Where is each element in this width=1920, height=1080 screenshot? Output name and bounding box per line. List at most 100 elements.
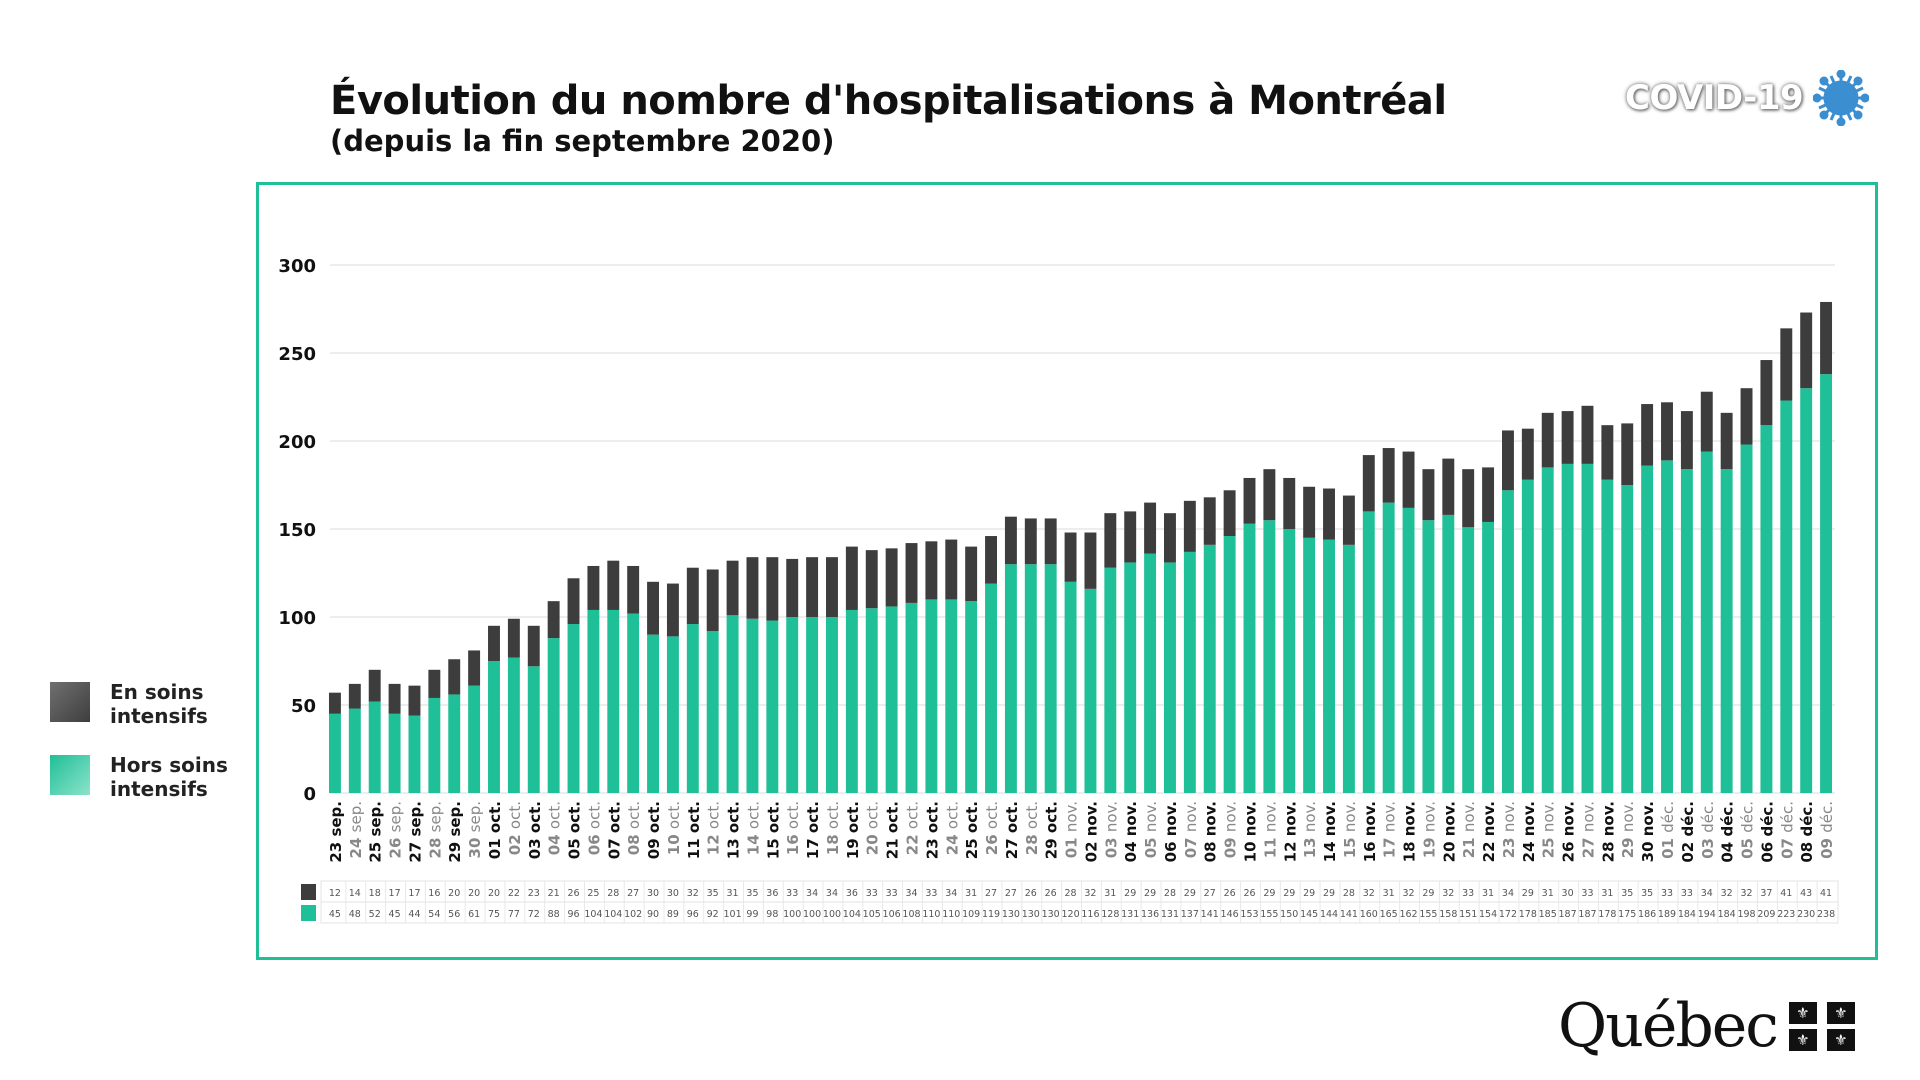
- x-tick-label: 25 oct.: [963, 801, 981, 859]
- bar-non-icu: [1581, 463, 1594, 793]
- x-tick-label: 12 oct.: [705, 801, 723, 855]
- x-tick-label: 15 oct.: [764, 801, 782, 859]
- bar-non-icu: [1760, 425, 1773, 793]
- x-tick-label: 08 oct.: [625, 801, 643, 855]
- table-cell-non-icu: 116: [1081, 909, 1099, 920]
- table-cell-icu: 34: [806, 888, 818, 899]
- bar-non-icu: [607, 609, 620, 793]
- bar-icu: [348, 683, 361, 709]
- bar-non-icu: [1024, 564, 1037, 793]
- bar-icu: [328, 692, 341, 714]
- table-cell-non-icu: 45: [389, 909, 401, 920]
- x-tick-label: 28 oct.: [1023, 801, 1041, 855]
- bar-non-icu: [627, 613, 640, 793]
- table-cell-icu: 29: [1144, 888, 1156, 899]
- table-cell-icu: 29: [1263, 888, 1275, 899]
- table-cell-icu: 20: [488, 888, 500, 899]
- table-cell-non-icu: 119: [982, 909, 1000, 920]
- chart-frame: [256, 182, 1878, 960]
- legend-item-non-icu: Hors soins intensifs: [50, 753, 270, 801]
- table-cell-icu: 14: [349, 888, 361, 899]
- covid-badge: COVID-19: [1625, 70, 1870, 126]
- bar-icu: [985, 536, 997, 584]
- bar-non-icu: [945, 599, 958, 793]
- bar-icu: [1263, 469, 1276, 521]
- table-cell-icu: 18: [369, 888, 381, 899]
- bar-icu: [1541, 412, 1554, 468]
- bar-non-icu: [925, 599, 938, 793]
- x-tick-label: 26 oct.: [983, 801, 1001, 855]
- x-tick-label: 21 oct.: [884, 801, 902, 859]
- x-tick-label: 14 oct.: [744, 801, 762, 855]
- bar-non-icu: [1482, 521, 1495, 793]
- bar-icu: [1621, 423, 1634, 485]
- x-tick-label: 01 déc.: [1659, 801, 1677, 859]
- table-cell-icu: 26: [1025, 888, 1037, 899]
- bar-non-icu: [1124, 562, 1137, 793]
- bar-icu: [1283, 477, 1296, 529]
- table-cell-non-icu: 96: [687, 909, 699, 920]
- table-cell-non-icu: 131: [1121, 909, 1139, 920]
- table-cell-non-icu: 146: [1221, 909, 1239, 920]
- table-cell-icu: 16: [428, 888, 440, 899]
- bar-non-icu: [1044, 564, 1057, 793]
- table-cell-non-icu: 61: [468, 909, 480, 920]
- bar-non-icu: [1263, 520, 1276, 793]
- bar-non-icu: [1164, 562, 1176, 793]
- table-cell-non-icu: 88: [548, 909, 560, 920]
- bar-non-icu: [1780, 400, 1793, 793]
- bar-non-icu: [1820, 374, 1833, 793]
- table-cell-icu: 33: [886, 888, 898, 899]
- table-cell-non-icu: 100: [823, 909, 841, 920]
- x-tick-label: 09 nov.: [1222, 801, 1240, 858]
- bar-non-icu: [1700, 451, 1713, 793]
- quebec-logo-text: Québec: [1558, 991, 1779, 1061]
- table-cell-icu: 29: [1303, 888, 1315, 899]
- bar-icu: [1402, 451, 1415, 508]
- bar-icu: [627, 565, 640, 614]
- bar-icu: [527, 625, 540, 667]
- x-tick-label: 18 nov.: [1401, 801, 1419, 862]
- legend-label-icu-2: intensifs: [110, 704, 208, 728]
- x-tick-label: 04 déc.: [1719, 801, 1737, 863]
- table-cell-icu: 31: [1542, 888, 1554, 899]
- bar-non-icu: [1462, 527, 1475, 793]
- bar-non-icu: [468, 685, 481, 793]
- table-cell-non-icu: 187: [1578, 909, 1596, 920]
- x-tick-label: 28 sep.: [426, 801, 444, 858]
- table-cell-non-icu: 101: [724, 909, 742, 920]
- table-cell-non-icu: 158: [1439, 909, 1457, 920]
- table-cell-non-icu: 230: [1797, 909, 1815, 920]
- x-tick-label: 24 sep.: [347, 801, 365, 858]
- bar-non-icu: [1323, 539, 1335, 793]
- table-cell-icu: 32: [1402, 888, 1414, 899]
- table-cell-icu: 32: [1442, 888, 1454, 899]
- table-cell-icu: 26: [567, 888, 579, 899]
- bar-icu: [1164, 513, 1176, 563]
- table-cell-non-icu: 52: [369, 909, 381, 920]
- table-cell-non-icu: 130: [1042, 909, 1060, 920]
- x-tick-label: 01 oct.: [486, 801, 504, 859]
- x-tick-label: 29 oct.: [1043, 801, 1061, 859]
- table-cell-non-icu: 120: [1061, 909, 1079, 920]
- table-cell-icu: 34: [826, 888, 838, 899]
- bar-icu: [1641, 404, 1654, 466]
- table-cell-non-icu: 98: [766, 909, 778, 920]
- bar-non-icu: [1541, 467, 1554, 793]
- table-cell-icu: 28: [1343, 888, 1355, 899]
- table-cell-icu: 17: [408, 888, 420, 899]
- bar-non-icu: [1183, 551, 1196, 793]
- table-cell-icu: 12: [329, 888, 341, 899]
- bar-non-icu: [547, 638, 560, 793]
- table-cell-non-icu: 104: [843, 909, 861, 920]
- x-tick-label: 15 nov.: [1341, 801, 1359, 858]
- bar-non-icu: [1303, 537, 1316, 793]
- bar-icu: [1362, 455, 1375, 512]
- table-cell-icu: 31: [727, 888, 739, 899]
- table-cell-non-icu: 96: [567, 909, 579, 920]
- bar-icu: [1144, 502, 1157, 554]
- bar-non-icu: [428, 697, 441, 793]
- x-tick-label: 06 nov.: [1162, 801, 1180, 862]
- bar-icu: [945, 539, 958, 600]
- table-cell-icu: 29: [1522, 888, 1534, 899]
